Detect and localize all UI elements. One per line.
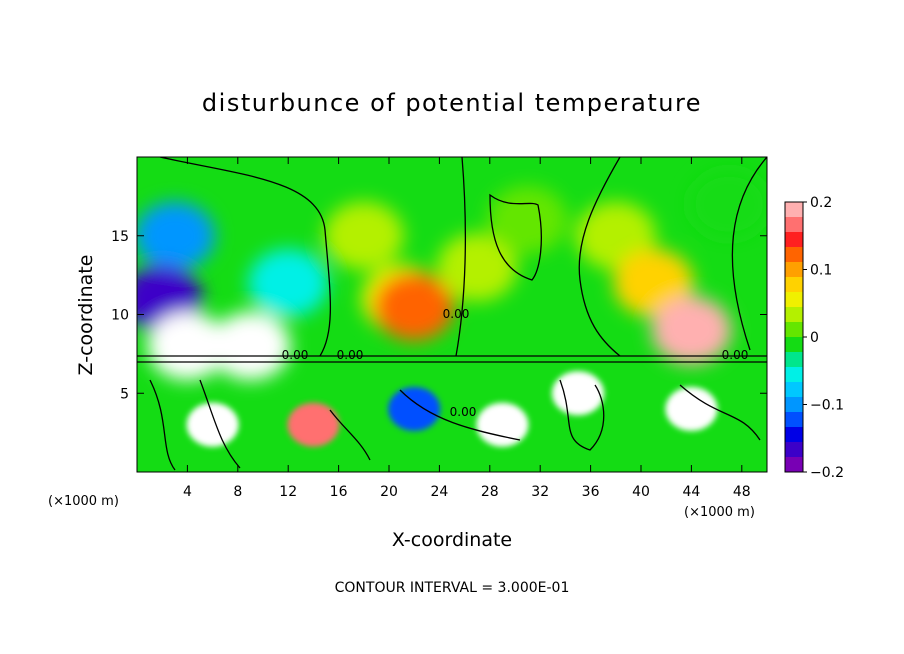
- field-region-18: [552, 371, 604, 416]
- x-tick-label-8: 8: [233, 484, 242, 500]
- colorbar-swatch-17: [785, 457, 803, 473]
- colorbar-swatch-11: [785, 367, 803, 383]
- potential-temperature-field: [137, 157, 767, 472]
- contour-zero-left: [159, 157, 332, 357]
- contour-lower-f: [329, 409, 371, 461]
- colorbar-ticks: 0.2 0.1 0 −0.1 −0.2: [803, 195, 844, 481]
- contour-label-3: 0.00: [450, 405, 477, 419]
- y-tick-label-10: 10: [111, 308, 129, 324]
- field-region-14: [186, 402, 239, 447]
- contour-zero-right: [578, 157, 621, 357]
- x-tick-label-20: 20: [380, 484, 398, 500]
- field-region-2: [147, 312, 228, 380]
- colorbar-tick-label-0: 0.2: [810, 195, 832, 211]
- colorbar-swatch-16: [785, 442, 803, 458]
- contour-lower-c: [559, 379, 605, 451]
- field-region-7: [374, 272, 455, 341]
- contour-interval-note: CONTOUR INTERVAL = 3.000E-01: [335, 580, 570, 596]
- field-region-9: [487, 186, 568, 254]
- colorbar-tick-label-4: −0.2: [810, 465, 844, 481]
- colorbar: [784, 201, 804, 473]
- x-tick-label-28: 28: [481, 484, 499, 500]
- colorbar-swatch-8: [785, 322, 803, 338]
- contour-zero-island: [489, 193, 542, 281]
- colorbar-swatch-12: [785, 382, 803, 398]
- y-axis-label: Z-coordinate: [75, 255, 97, 376]
- colorbar-swatch-14: [785, 412, 803, 428]
- contour-label-2: 0.00: [443, 307, 470, 321]
- x-tick-label-32: 32: [531, 484, 549, 500]
- field-region-13: [689, 170, 767, 239]
- colorbar-swatch-5: [785, 277, 803, 293]
- field-region-15: [287, 402, 340, 447]
- x-axis-unit-left: (×1000 m): [48, 494, 119, 509]
- x-tick-label-40: 40: [632, 484, 650, 500]
- field-region-4: [248, 249, 329, 317]
- colorbar-swatch-15: [785, 427, 803, 443]
- x-axis-unit-right: (×1000 m): [684, 505, 755, 520]
- colorbar-swatch-1: [785, 217, 803, 233]
- colorbar-swatch-4: [785, 262, 803, 278]
- colorbar-swatch-13: [785, 397, 803, 413]
- contour-label-4: 0.00: [722, 348, 749, 362]
- colorbar-swatch-2: [785, 232, 803, 248]
- field-region-3: [210, 312, 291, 380]
- colorbar-tick-label-3: −0.1: [810, 398, 844, 414]
- x-tick-label-16: 16: [330, 484, 348, 500]
- contour-lower-b: [199, 379, 241, 469]
- colorbar-swatch-10: [785, 352, 803, 368]
- x-tick-label-4: 4: [183, 484, 192, 500]
- contour-label-1: 0.00: [337, 348, 364, 362]
- y-tick-label-5: 5: [120, 386, 129, 402]
- contour-labels: 0.00 0.00 0.00 0.00 0.00: [282, 307, 749, 419]
- contour-lower-d: [679, 384, 761, 441]
- field-region-12: [651, 296, 732, 365]
- y-tick-label-15: 15: [111, 229, 129, 245]
- x-tick-label-36: 36: [582, 484, 600, 500]
- field-region-8: [437, 233, 518, 302]
- contour-zero-center: [455, 157, 467, 357]
- field-region-19: [665, 387, 718, 431]
- colorbar-swatch-0: [785, 202, 803, 218]
- x-tick-label-48: 48: [733, 484, 751, 500]
- x-tick-label-24: 24: [430, 484, 448, 500]
- colorbar-swatch-3: [785, 247, 803, 263]
- contour-lower-e: [399, 389, 521, 441]
- colorbar-swatch-7: [785, 307, 803, 323]
- field-region-16: [388, 387, 441, 431]
- field-region-0: [137, 201, 215, 270]
- x-tick-label-12: 12: [279, 484, 297, 500]
- x-axis-ticks: 4 8 12 16 20 24 28 32 36 40 44 48: [183, 157, 751, 500]
- contour-zero-far-right: [731, 157, 767, 351]
- colorbar-swatch-9: [785, 337, 803, 353]
- x-axis-label: X-coordinate: [392, 529, 512, 551]
- contour-label-0: 0.00: [282, 348, 309, 362]
- y-axis-ticks: 5 10 15: [111, 229, 767, 402]
- x-tick-label-44: 44: [682, 484, 700, 500]
- chart-title: disturbunce of potential temperature: [202, 89, 702, 117]
- colorbar-tick-label-1: 0.1: [810, 263, 832, 279]
- contour-lower-a: [149, 379, 176, 471]
- colorbar-swatch-6: [785, 292, 803, 308]
- colorbar-tick-label-2: 0: [810, 330, 819, 346]
- contour-boundary-layer: [137, 355, 767, 363]
- field-region-17: [476, 402, 529, 447]
- field-region-5: [323, 201, 404, 270]
- contour-lines: [137, 157, 767, 471]
